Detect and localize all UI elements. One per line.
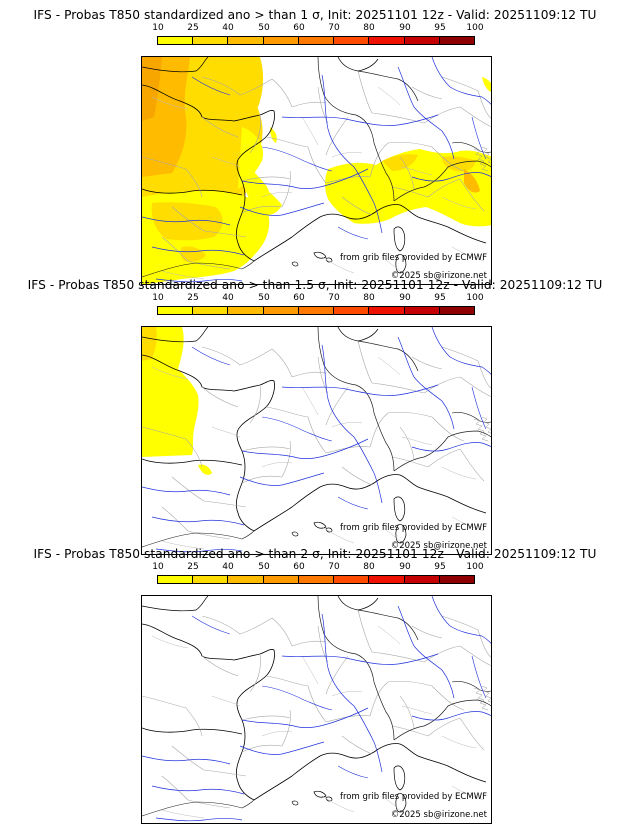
colorbar-swatch — [193, 307, 229, 314]
colorbar-tick: 25 — [187, 293, 199, 303]
colorbar-tick: 80 — [363, 23, 375, 33]
colorbar-labels: 10 25 40 50 60 70 80 90 95 100 — [140, 23, 500, 33]
colorbar-tick: 50 — [258, 293, 270, 303]
copyright-credit: ©2025 sb@irizone.net — [390, 810, 487, 820]
probability-map: from grib files provided by ECMWF ©2025 … — [141, 56, 492, 285]
colorbar-swatch — [369, 307, 405, 314]
colorbar-tick: 80 — [363, 293, 375, 303]
colorbar-tick: 100 — [466, 293, 484, 303]
colorbar-swatch — [334, 307, 370, 314]
colorbar-tick: 70 — [328, 293, 340, 303]
data-source-credit: from grib files provided by ECMWF — [340, 523, 487, 533]
colorbar — [157, 575, 475, 584]
panel-title: IFS - Probas T850 standardized ano > tha… — [33, 8, 597, 22]
colorbar-swatch — [158, 576, 194, 583]
colorbar — [157, 36, 475, 45]
colorbar-tick: 95 — [434, 562, 446, 572]
colorbar-tick: 40 — [222, 562, 234, 572]
colorbar-swatch — [263, 37, 299, 44]
colorbar-tick: 60 — [293, 293, 305, 303]
colorbar-swatch — [228, 576, 264, 583]
colorbar-swatch — [158, 37, 194, 44]
colorbar-swatch — [263, 307, 299, 314]
colorbar-swatch — [334, 37, 370, 44]
colorbar-tick: 90 — [399, 23, 411, 33]
panel-title: IFS - Probas T850 standardized ano > tha… — [27, 278, 603, 292]
colorbar-tick: 40 — [222, 23, 234, 33]
colorbar-swatch — [439, 576, 474, 583]
colorbar-tick: 90 — [399, 562, 411, 572]
colorbar-tick: 10 — [152, 293, 164, 303]
colorbar-tick: 25 — [187, 562, 199, 572]
colorbar-swatch — [404, 37, 440, 44]
map-canvas — [142, 327, 491, 553]
colorbar-tick: 50 — [258, 23, 270, 33]
colorbar-tick: 95 — [434, 23, 446, 33]
colorbar-swatch — [193, 576, 229, 583]
colorbar-swatch — [369, 37, 405, 44]
colorbar-swatch — [298, 37, 335, 44]
colorbar-swatch — [439, 307, 474, 314]
colorbar-swatch — [404, 576, 440, 583]
colorbar-swatch — [158, 307, 194, 314]
colorbar — [157, 306, 475, 315]
colorbar-swatch — [263, 576, 299, 583]
data-source-credit: from grib files provided by ECMWF — [340, 253, 487, 263]
copyright-credit: ©2025 sb@irizone.net — [390, 271, 487, 281]
map-panel-2: IFS - Probas T850 standardized ano > tha… — [0, 278, 630, 555]
colorbar-swatch — [298, 576, 335, 583]
colorbar-tick: 10 — [152, 23, 164, 33]
probability-map: from grib files provided by ECMWF ©2025 … — [141, 326, 492, 555]
colorbar-tick: 60 — [293, 23, 305, 33]
colorbar-tick: 80 — [363, 562, 375, 572]
colorbar-swatch — [369, 576, 405, 583]
colorbar-tick: 70 — [328, 562, 340, 572]
map-canvas — [142, 596, 491, 822]
colorbar-tick: 100 — [466, 23, 484, 33]
colorbar-tick: 100 — [466, 562, 484, 572]
colorbar-swatch — [334, 576, 370, 583]
colorbar-tick: 40 — [222, 293, 234, 303]
colorbar-swatch — [404, 307, 440, 314]
panel-title: IFS - Probas T850 standardized ano > tha… — [33, 547, 597, 561]
colorbar-labels: 10 25 40 50 60 70 80 90 95 100 — [140, 562, 500, 572]
colorbar-tick: 50 — [258, 562, 270, 572]
colorbar-tick: 60 — [293, 562, 305, 572]
colorbar-tick: 70 — [328, 23, 340, 33]
probability-map: from grib files provided by ECMWF ©2025 … — [141, 595, 492, 824]
colorbar-tick: 25 — [187, 23, 199, 33]
map-panel-3: IFS - Probas T850 standardized ano > tha… — [0, 547, 630, 824]
data-source-credit: from grib files provided by ECMWF — [340, 792, 487, 802]
colorbar-swatch — [193, 37, 229, 44]
map-panel-1: IFS - Probas T850 standardized ano > tha… — [0, 8, 630, 285]
colorbar-swatch — [298, 307, 335, 314]
map-canvas — [142, 57, 491, 284]
colorbar-tick: 90 — [399, 293, 411, 303]
colorbar-swatch — [439, 37, 474, 44]
copyright-credit: ©2025 sb@irizone.net — [390, 541, 487, 551]
colorbar-swatch — [228, 307, 264, 314]
colorbar-labels: 10 25 40 50 60 70 80 90 95 100 — [140, 293, 500, 303]
colorbar-tick: 10 — [152, 562, 164, 572]
colorbar-swatch — [228, 37, 264, 44]
colorbar-tick: 95 — [434, 293, 446, 303]
